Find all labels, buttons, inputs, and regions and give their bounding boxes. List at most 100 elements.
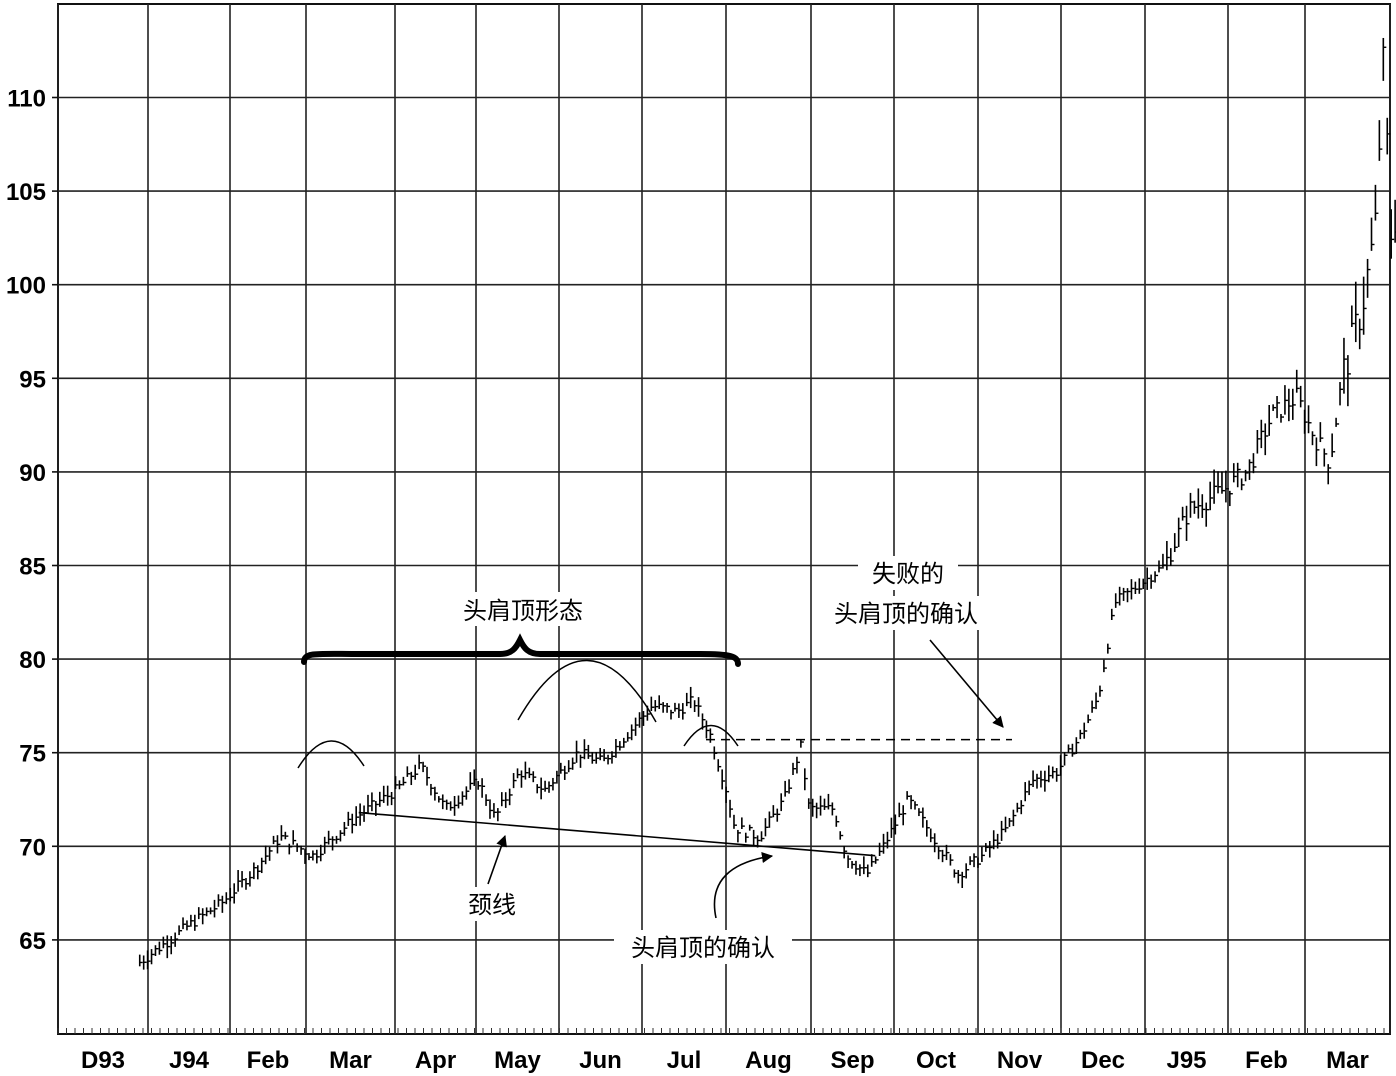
price-bar [1059, 755, 1064, 776]
price-bar [1213, 469, 1218, 504]
x-tick-label: Aug [745, 1047, 792, 1074]
price-bar [929, 828, 934, 843]
price-bar [1107, 643, 1111, 654]
price-bar [1347, 355, 1351, 407]
price-bar [166, 935, 171, 959]
price-bar [1343, 337, 1347, 394]
price-bar [1126, 588, 1131, 603]
y-tick-label: 110 [7, 86, 46, 113]
price-bar [1390, 209, 1395, 259]
price-bar [1307, 405, 1312, 434]
price-bar [1382, 37, 1387, 81]
price-bar [1020, 800, 1025, 815]
price-bar [1008, 817, 1013, 827]
price-bar [1150, 574, 1155, 589]
price-bar [603, 749, 608, 762]
price-bar [1264, 423, 1269, 456]
pattern-brace [301, 633, 741, 667]
price-bar [882, 833, 887, 854]
price-bar [839, 831, 844, 840]
price-bar [1012, 809, 1017, 827]
x-tick-label: Feb [1245, 1047, 1288, 1074]
price-bar [1095, 692, 1100, 710]
price-bar [1162, 553, 1166, 569]
price-bar [973, 853, 978, 868]
price-bar [316, 849, 320, 864]
x-tick-labels: D93 J94 Feb Mar Apr May Jun Jul Aug Sep Oct Nov Dec J… [81, 1047, 1369, 1074]
price-bar [1378, 120, 1383, 161]
price-bar [804, 768, 808, 791]
price-bar [1032, 770, 1037, 787]
price-bar [1142, 578, 1147, 590]
price-bar [560, 762, 564, 774]
price-bar [1252, 453, 1257, 474]
price-bar [1110, 608, 1115, 620]
price-bar [748, 824, 753, 831]
price-bar [615, 738, 619, 758]
neckline [358, 811, 876, 857]
price-bar [933, 833, 938, 853]
price-bar [949, 854, 954, 866]
price-bar [1240, 478, 1245, 491]
price-bar [713, 746, 718, 760]
price-bar [382, 785, 387, 803]
grid-lines [52, 3, 1391, 1035]
price-bar [1284, 385, 1288, 415]
price-bar [599, 747, 604, 761]
price-bar [733, 814, 737, 829]
price-bar [583, 739, 588, 760]
price-bar [1130, 579, 1135, 600]
price-bar [1146, 567, 1151, 590]
price-bar [512, 773, 517, 789]
price-bar [544, 780, 549, 792]
price-bar [1205, 502, 1210, 527]
price-bar [1268, 404, 1273, 436]
price-bar [225, 892, 230, 905]
price-bar [674, 702, 678, 712]
price-bar [729, 799, 734, 818]
price-bar [1079, 729, 1084, 740]
price-bar [937, 846, 942, 860]
price-bar [142, 955, 147, 970]
price-bar [394, 776, 399, 790]
price-bar [1154, 571, 1159, 583]
neckline-arrow [487, 834, 507, 885]
price-bar [457, 795, 462, 809]
price-bar [611, 751, 615, 764]
price-bar [1362, 276, 1367, 335]
price-bar [1335, 417, 1340, 427]
price-bar [367, 794, 371, 814]
price-bar [441, 794, 446, 810]
price-bar [886, 831, 891, 849]
left-shoulder-arc [297, 740, 365, 769]
y-tick-label: 90 [19, 460, 46, 487]
price-bar [752, 829, 757, 847]
price-bar [528, 767, 533, 779]
price-bar [1311, 431, 1316, 446]
price-bar [607, 754, 612, 765]
price-bar [1370, 217, 1375, 251]
price-bar [430, 783, 434, 796]
price-bar [1063, 752, 1068, 766]
y-tick-label: 95 [19, 366, 46, 393]
price-bar [874, 856, 879, 864]
price-bar [1339, 382, 1344, 406]
failed-label-line1: 失败的 [872, 560, 944, 588]
price-bar [445, 799, 450, 810]
price-bar [229, 887, 234, 902]
price-bar [792, 762, 797, 776]
y-tick-label: 70 [19, 834, 46, 861]
price-bar [335, 835, 340, 844]
pattern-label: 头肩顶形态 [463, 597, 583, 625]
price-bar [807, 798, 812, 809]
failed-label-line2-bg [818, 596, 994, 630]
price-bar [1295, 369, 1300, 393]
price-bar [780, 793, 785, 812]
x-tick-label: Nov [997, 1047, 1043, 1074]
price-bar [1244, 469, 1249, 482]
price-bar [197, 907, 202, 920]
price-bar [402, 776, 407, 786]
x-tick-label: J95 [1166, 1047, 1206, 1074]
price-bar [308, 853, 312, 861]
price-bar [1276, 396, 1281, 419]
